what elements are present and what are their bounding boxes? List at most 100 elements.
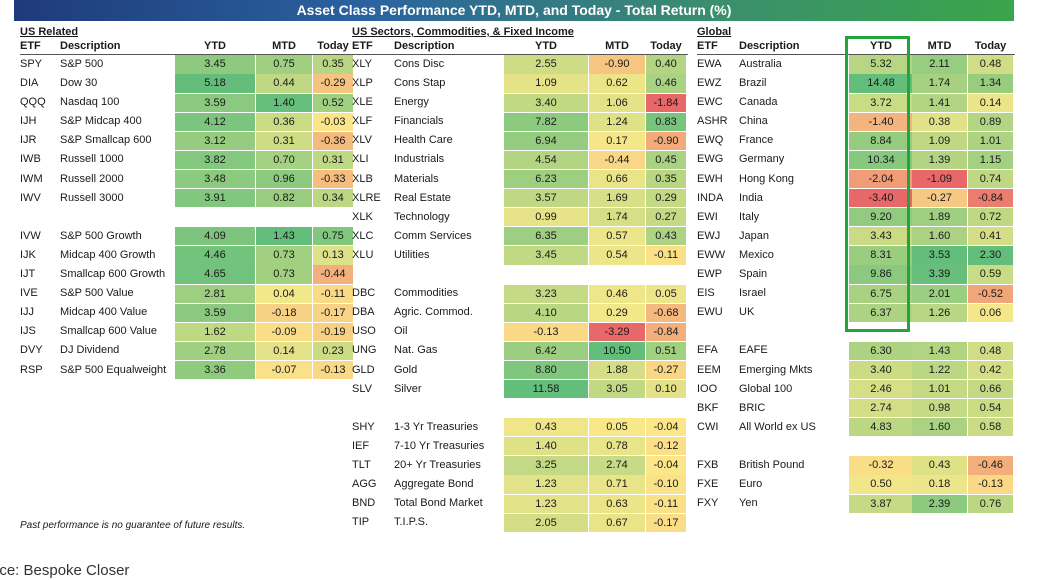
table-row: EWW Mexico 8.31 3.53 2.30 [697,246,1015,265]
today-value: 0.48 [968,341,1013,360]
ytd-value: 9.20 [849,208,913,227]
today-value: 0.52 [313,93,353,112]
etf-description: British Pound [739,458,805,471]
table-row: GLD Gold 8.80 1.88 -0.27 [352,360,688,380]
table-row: BKF BRIC 2.74 0.98 0.54 [697,399,1015,418]
table-row: IJK Midcap 400 Growth 4.46 0.73 0.13 [20,246,355,265]
table-row: EWZ Brazil 14.48 1.74 1.34 [697,74,1015,93]
today-value: 0.54 [968,399,1013,418]
etf-ticker: EWP [697,268,723,281]
mtd-value: 3.05 [589,379,645,399]
etf-ticker: TIP [352,516,370,529]
ytd-value: 2.05 [504,513,588,532]
mtd-value: 0.18 [912,475,967,494]
etf-ticker: EWJ [697,229,721,242]
today-value: 0.42 [968,360,1013,380]
today-value: 0.46 [646,74,686,93]
ytd-value: 14.48 [849,74,913,93]
etf-description: Commodities [394,287,459,300]
mtd-value: -0.09 [256,322,312,341]
ytd-value: 4.46 [175,246,255,265]
etf-ticker: EWA [697,58,722,70]
today-value: 2.30 [968,246,1013,265]
etf-ticker: XLC [352,229,374,242]
ytd-value: 3.72 [849,93,913,112]
mtd-value: 1.40 [256,93,312,112]
col-header-today: Today [317,40,349,52]
table-row: XLK Technology 0.99 1.74 0.27 [352,208,688,227]
mtd-value: 0.82 [256,189,312,208]
today-value: -0.17 [313,303,353,322]
today-value: -0.04 [646,456,686,475]
mtd-value: 0.73 [256,246,312,265]
today-value: 0.66 [968,379,1013,399]
table-row: IJR S&P Smallcap 600 3.12 0.31 -0.36 [20,131,355,150]
ytd-value: -1.40 [849,112,913,131]
table-row: IEF 7-10 Yr Treasuries 1.40 0.78 -0.12 [352,437,688,456]
etf-ticker: FXY [697,497,719,510]
today-value: 0.29 [646,189,686,208]
etf-ticker: EWG [697,153,724,166]
mtd-value: 1.89 [912,208,967,227]
col-header-desc: Description [60,40,121,52]
today-value: -0.33 [313,169,353,189]
mtd-value: 1.41 [912,93,967,112]
ytd-value: 5.32 [849,55,913,74]
mtd-value: 0.73 [256,265,312,284]
mtd-value: 0.04 [256,284,312,303]
mtd-value: -3.29 [589,322,645,341]
table-row: DBC Commodities 3.23 0.46 0.05 [352,284,688,303]
etf-ticker: BKF [697,401,719,414]
etf-description: Silver [394,382,422,395]
etf-ticker: EFA [697,344,718,357]
etf-ticker: EWI [697,210,718,223]
today-value: -0.04 [646,418,686,437]
mtd-value: 1.88 [589,360,645,380]
etf-description: Financials [394,115,444,128]
ytd-value: 8.80 [504,360,588,380]
today-value: -0.27 [646,360,686,380]
today-value: 0.35 [646,169,686,189]
etf-description: Total Bond Market [394,497,483,510]
etf-ticker: EIS [697,287,715,300]
spacer-row [20,208,355,227]
etf-ticker: IJS [20,325,36,338]
etf-ticker: QQQ [20,96,46,109]
today-value: -0.17 [646,513,686,532]
ytd-value: 4.65 [175,265,255,284]
etf-ticker: IWV [20,191,41,204]
section-title-sectors: US Sectors, Commodities, & Fixed Income [352,26,574,38]
table-row: DIA Dow 30 5.18 0.44 -0.29 [20,74,355,93]
spacer-row [352,399,688,418]
etf-ticker: IEF [352,439,370,452]
table-row: FXE Euro 0.50 0.18 -0.13 [697,475,1015,494]
table-row: XLRE Real Estate 3.57 1.69 0.29 [352,189,688,208]
ytd-value: 6.35 [504,227,588,246]
etf-ticker: DVY [20,344,43,357]
today-value: -0.68 [646,303,686,322]
mtd-value: -0.18 [256,303,312,322]
today-value: -0.90 [646,131,686,150]
ytd-value: 2.46 [849,379,913,399]
mtd-value: 0.57 [589,227,645,246]
table-row: CWI All World ex US 4.83 1.60 0.58 [697,418,1015,437]
col-header-mtd: MTD [605,40,629,52]
ytd-value: 6.23 [504,169,588,189]
table-row: INDA India -3.40 -0.27 -0.84 [697,189,1015,208]
table-row: FXB British Pound -0.32 0.43 -0.46 [697,456,1015,475]
today-value: 1.15 [968,150,1013,170]
etf-description: Aggregate Bond [394,478,474,491]
mtd-value: 1.06 [589,93,645,112]
etf-ticker: ASHR [697,115,728,128]
etf-description: Euro [739,478,763,491]
ytd-value: 0.43 [504,418,588,437]
today-value: 0.58 [968,418,1013,437]
table-row: XLC Comm Services 6.35 0.57 0.43 [352,227,688,246]
etf-description: 7-10 Yr Treasuries [394,439,485,452]
etf-description: Materials [394,172,439,185]
etf-ticker: SLV [352,382,372,395]
today-value: 0.13 [313,246,353,265]
etf-description: Brazil [739,77,767,90]
etf-description: Italy [739,210,760,223]
etf-ticker: RSP [20,363,43,376]
